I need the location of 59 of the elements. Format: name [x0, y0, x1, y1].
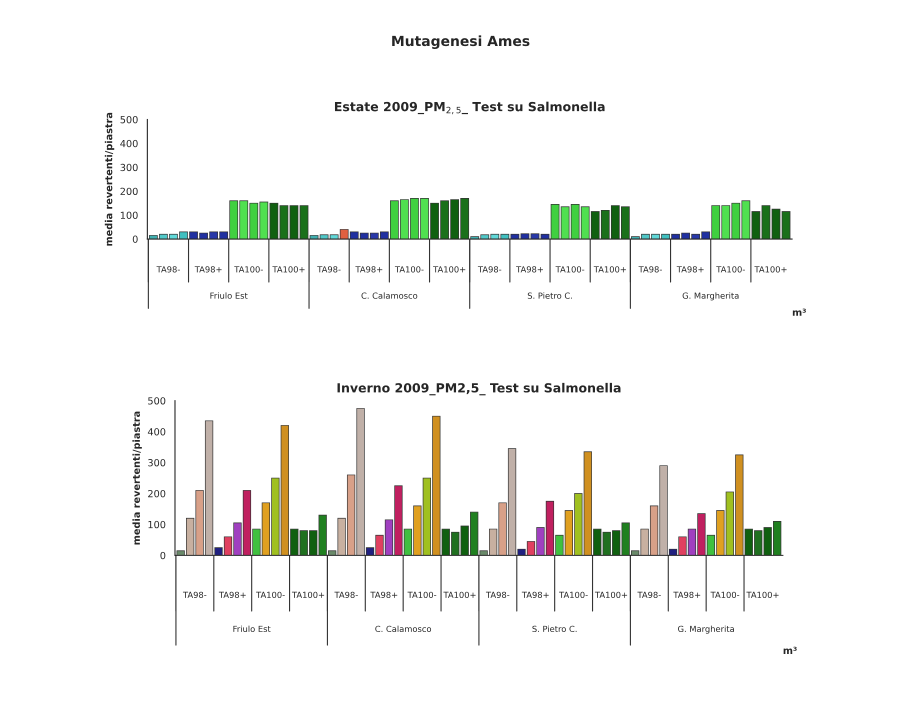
- y-tick-label: 300: [148, 459, 166, 466]
- text: TA100-: [716, 266, 745, 273]
- text: C. Calamosco: [361, 292, 418, 299]
- text: TA100+: [594, 266, 626, 273]
- text: TA100-: [256, 592, 285, 598]
- y-tick-label: 300: [120, 164, 138, 172]
- text: Friulo Est: [233, 626, 271, 632]
- text: TA98-: [182, 592, 206, 598]
- text: TA98-: [334, 592, 358, 598]
- text: TA100+: [754, 266, 787, 273]
- text: TA100-: [408, 592, 436, 598]
- text: TA98+: [194, 266, 222, 273]
- chart-title: Inverno 2009_PM2,5_ Test su Salmonella: [338, 382, 620, 396]
- text: TA98-: [486, 592, 510, 598]
- y-axis-title: media revertenti/piastra: [104, 112, 114, 246]
- chart-title: Estate 2009_PM$_{2,5}$_ Test su Salmonella: [334, 102, 605, 114]
- text: G. Margherita: [682, 292, 739, 300]
- text: G. Margherita: [678, 626, 734, 634]
- text: TA98+: [673, 592, 700, 598]
- text: TA98+: [676, 266, 704, 273]
- text: TA98-: [478, 266, 502, 273]
- text: m³: [792, 308, 806, 316]
- text: Mutagenesi Ames: [392, 35, 530, 49]
- text: TA100-: [394, 266, 424, 273]
- y-tick-label: 100: [120, 212, 138, 219]
- text: TA98+: [522, 592, 549, 598]
- y-tick-label: 400: [120, 140, 138, 148]
- y-tick-label: 0: [132, 236, 138, 243]
- text: S. Pietro C.: [528, 292, 572, 299]
- text: TA100+: [272, 266, 305, 273]
- y-tick-label: 200: [148, 490, 166, 498]
- text: S. Pietro C.: [532, 626, 577, 632]
- text: TA100+: [594, 592, 628, 598]
- text: C. Calamosco: [375, 626, 432, 632]
- text: TA98-: [156, 266, 180, 273]
- text: TA98-: [637, 592, 661, 598]
- text: Friulo Est: [210, 292, 248, 299]
- y-tick-label: 200: [120, 188, 138, 196]
- text: TA100+: [443, 592, 476, 598]
- y-tick-label: 100: [148, 520, 166, 528]
- text: TA98+: [218, 592, 246, 598]
- text: TA100+: [433, 266, 466, 273]
- text: TA98-: [638, 266, 662, 273]
- text: TA98+: [516, 266, 543, 273]
- y-tick-label: 500: [148, 397, 166, 405]
- y-tick-label: 0: [160, 552, 166, 560]
- text: TA98-: [317, 266, 341, 273]
- text: TA100+: [746, 592, 779, 598]
- y-axis-title: media revertenti/piastra: [132, 412, 142, 544]
- text: m³: [784, 646, 797, 654]
- text: TA98+: [370, 592, 398, 598]
- text: TA100+: [292, 592, 324, 598]
- text: TA100-: [559, 592, 588, 598]
- y-tick-label: 500: [120, 116, 138, 124]
- text: TA100-: [710, 592, 740, 598]
- text: TA100-: [556, 266, 584, 273]
- text: TA98+: [355, 266, 382, 273]
- y-tick-label: 400: [148, 428, 166, 436]
- text: TA100-: [234, 266, 263, 273]
